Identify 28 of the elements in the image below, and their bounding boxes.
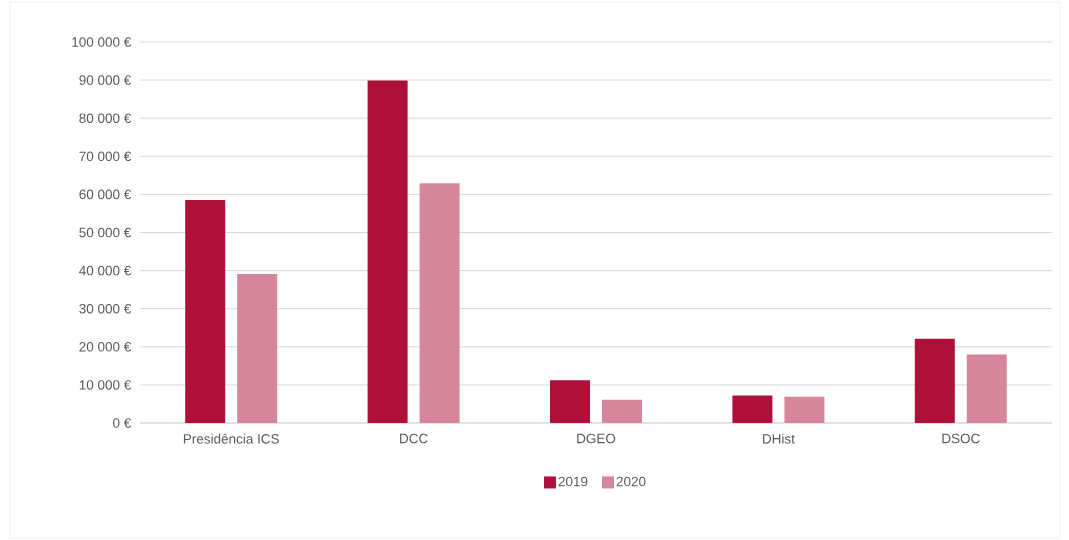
- y-tick-label: 50 000 €: [79, 227, 132, 238]
- y-tick-label: 90 000 €: [79, 75, 132, 85]
- y-tick-label: 30 000 €: [79, 303, 132, 314]
- x-tick-label: DHist: [763, 433, 795, 444]
- y-tick-label: 70 000 €: [79, 151, 132, 162]
- bar: [367, 80, 408, 423]
- bar: [784, 396, 825, 423]
- y-tick-label: 0 €: [113, 418, 132, 428]
- x-tick-label: DGEO: [577, 433, 616, 444]
- x-tick-label: DCC: [400, 433, 428, 444]
- y-tick-label: 20 000 €: [79, 342, 132, 352]
- y-tick-label: 40 000 €: [79, 265, 132, 276]
- x-tick-label: DSOC: [942, 433, 980, 444]
- bar: [732, 395, 773, 423]
- y-tick-label: 60 000 €: [79, 189, 132, 200]
- legend-label: 2019: [558, 476, 588, 487]
- bar: [602, 399, 642, 423]
- bar: [966, 354, 1007, 423]
- legend-label: 2020: [616, 476, 646, 487]
- bar: [550, 380, 590, 423]
- bar: [914, 338, 955, 423]
- bar: [419, 183, 460, 423]
- x-tick-label: Presidência ICS: [183, 433, 279, 444]
- bar: [185, 200, 226, 423]
- y-tick-label: 80 000 €: [79, 113, 132, 123]
- y-tick-label: 10 000 €: [79, 380, 132, 390]
- y-tick-label: 100 000 €: [72, 37, 132, 47]
- bar: [237, 274, 278, 423]
